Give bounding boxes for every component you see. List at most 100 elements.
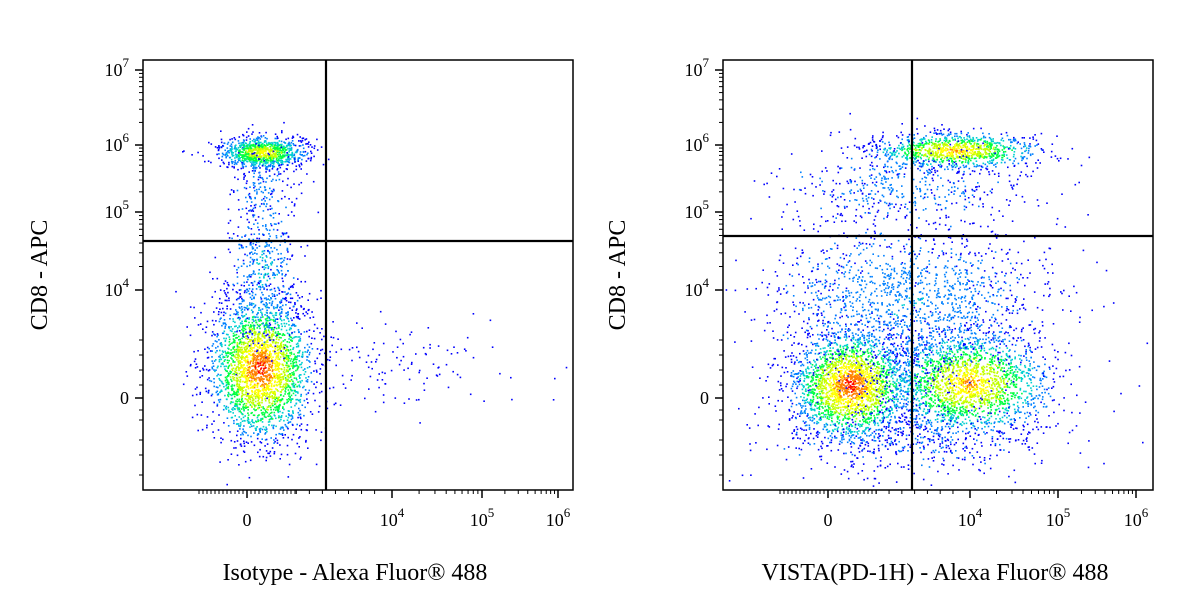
event-point (278, 151, 281, 154)
event-point (295, 151, 298, 154)
event-point (214, 351, 217, 354)
event-point (226, 281, 229, 284)
event-point (283, 419, 285, 422)
event-point (285, 299, 288, 302)
event-point (230, 401, 232, 403)
event-point (268, 233, 270, 235)
event-point (892, 367, 894, 370)
event-point (286, 444, 289, 447)
event-point (291, 319, 293, 322)
event-point (264, 354, 266, 357)
event-point (845, 431, 847, 433)
event-point (219, 165, 222, 167)
event-point (269, 277, 271, 280)
event-point (217, 399, 220, 401)
event-point (247, 341, 250, 343)
event-point (240, 445, 243, 447)
event-point (280, 262, 282, 264)
event-point (286, 357, 289, 360)
event-point (294, 156, 296, 159)
event-point (254, 371, 256, 374)
event-point (259, 285, 261, 288)
event-point (205, 390, 208, 393)
event-point (249, 395, 252, 397)
event-point (265, 428, 268, 430)
event-point (304, 351, 306, 353)
event-point (221, 152, 224, 155)
event-point (222, 438, 224, 441)
event-point (302, 150, 305, 153)
event-point (252, 376, 254, 378)
event-point (287, 161, 290, 163)
event-point (272, 217, 275, 219)
event-point (835, 425, 837, 427)
event-point (265, 348, 268, 351)
event-point (259, 430, 261, 432)
event-point (230, 388, 233, 390)
event-point (394, 397, 397, 399)
event-point (247, 361, 249, 363)
event-point (241, 355, 243, 357)
event-point (283, 257, 286, 259)
event-point (308, 389, 311, 392)
event-point (868, 418, 870, 421)
event-point (259, 167, 261, 169)
event-point (226, 299, 228, 302)
event-point (266, 408, 268, 410)
event-point (227, 406, 230, 409)
event-point (771, 364, 774, 367)
event-point (207, 369, 210, 372)
event-point (274, 381, 276, 384)
event-point (259, 346, 262, 349)
event-point (881, 358, 883, 360)
event-point (258, 398, 260, 400)
event-point (274, 377, 277, 380)
event-point (293, 336, 295, 339)
event-point (269, 363, 271, 366)
event-point (846, 384, 849, 387)
event-point (233, 379, 235, 381)
event-point (289, 415, 292, 417)
event-point (252, 425, 255, 427)
event-point (278, 351, 280, 354)
event-point (264, 365, 266, 368)
event-point (288, 151, 290, 153)
event-point (225, 408, 228, 410)
event-point (309, 361, 311, 363)
event-point (334, 402, 337, 405)
event-point (290, 148, 293, 150)
event-point (256, 160, 258, 163)
event-point (257, 397, 259, 399)
event-point (263, 394, 266, 396)
event-point (286, 354, 288, 357)
event-point (226, 417, 229, 419)
event-point (253, 138, 255, 141)
event-point (243, 306, 246, 309)
event-point (851, 431, 854, 433)
event-point (382, 394, 385, 396)
event-point (219, 349, 221, 352)
event-point (254, 305, 256, 308)
event-point (272, 274, 274, 276)
event-point (819, 348, 822, 350)
event-point (243, 263, 245, 265)
event-point (258, 163, 261, 166)
event-point (252, 352, 255, 355)
event-point (290, 418, 293, 421)
event-point (271, 333, 273, 336)
event-point (259, 354, 261, 357)
event-point (262, 149, 264, 152)
event-point (220, 344, 222, 346)
event-point (258, 245, 261, 247)
event-point (245, 342, 247, 344)
event-point (227, 284, 229, 286)
event-point (264, 259, 266, 262)
event-point (221, 353, 223, 356)
event-point (265, 334, 267, 337)
event-point (294, 151, 297, 154)
event-point (228, 364, 231, 367)
event-point (253, 320, 255, 322)
event-point (254, 249, 256, 251)
event-point (305, 160, 308, 162)
event-point (297, 317, 300, 320)
